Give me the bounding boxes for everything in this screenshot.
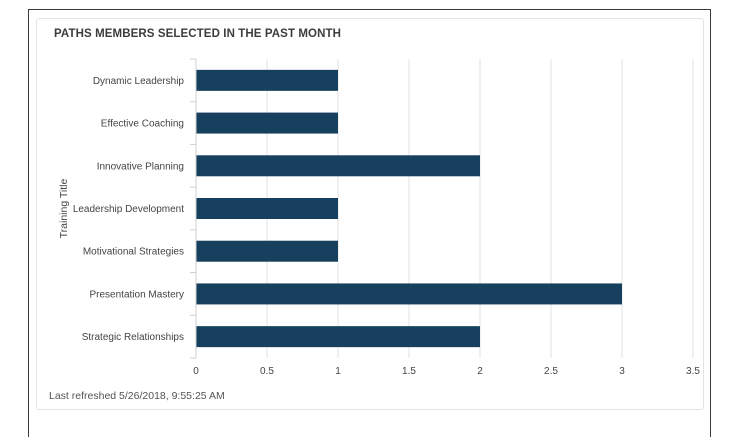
bar[interactable]: [196, 155, 480, 177]
bar[interactable]: [196, 326, 480, 348]
bar[interactable]: [196, 283, 622, 305]
y-axis-title: Training Title: [58, 178, 70, 238]
y-tick-label: Dynamic Leadership: [93, 76, 185, 87]
x-tick-label: 0.5: [260, 366, 274, 377]
x-tick-label: 1.5: [402, 366, 416, 377]
x-tick-label: 2.5: [544, 366, 558, 377]
x-tick-label: 3.5: [686, 366, 700, 377]
y-tick-label: Effective Coaching: [101, 119, 184, 130]
bars: [196, 69, 622, 348]
x-tick-label: 2: [477, 366, 483, 377]
chart-card: [36, 18, 704, 410]
y-tick-label: Leadership Development: [73, 204, 184, 215]
y-tick-label: Innovative Planning: [97, 161, 184, 172]
x-tick-label: 1: [335, 366, 341, 377]
y-tick-label: Presentation Mastery: [90, 289, 185, 300]
bar[interactable]: [196, 198, 338, 219]
tick-labels: 0 0.5 1 1.5 2 2.5 3 3.5 Dynamic Leadership Effect…: [73, 76, 701, 377]
y-tick-label: Motivational Strategies: [83, 247, 184, 258]
x-tick-label: 3: [619, 366, 625, 377]
bar[interactable]: [196, 69, 338, 91]
chart-title: PATHS MEMBERS SELECTED IN THE PAST MONTH: [54, 28, 342, 40]
bar[interactable]: [196, 240, 338, 262]
bar[interactable]: [196, 112, 338, 134]
axes: [190, 58, 197, 359]
window-frame: [28, 9, 711, 437]
x-tick-label: 0: [193, 366, 199, 377]
y-tick-label: Strategic Relationships: [82, 332, 184, 343]
last-refreshed-text: Last refreshed 5/26/2018, 9:55:25 AM: [49, 390, 225, 402]
